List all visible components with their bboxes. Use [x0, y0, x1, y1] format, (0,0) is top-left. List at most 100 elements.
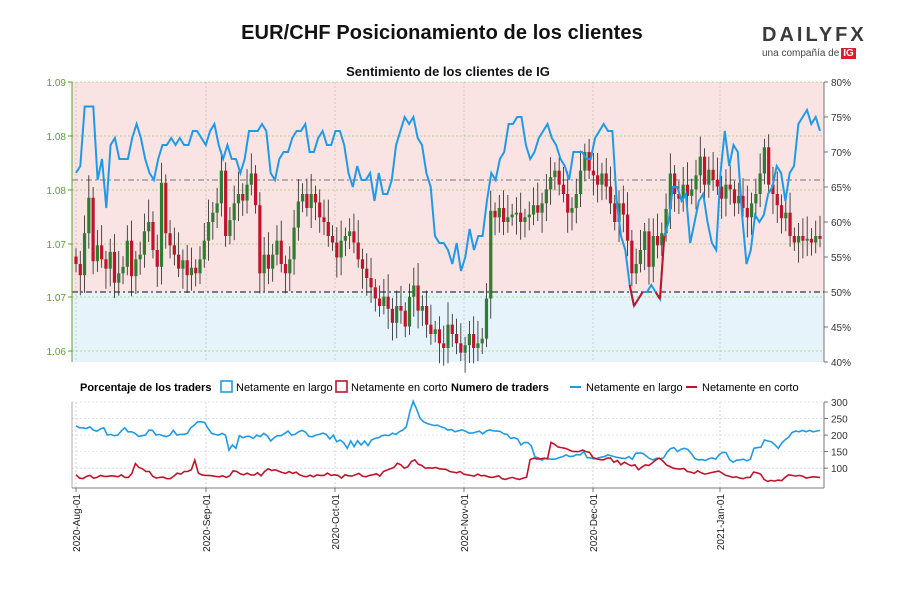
pct-tick-label: 80% — [831, 78, 851, 89]
pct-long-line — [75, 105, 821, 309]
candle-body — [497, 208, 501, 218]
candle-body — [536, 205, 540, 213]
candle-body — [305, 194, 309, 208]
candle-body — [480, 338, 484, 344]
candle-body — [527, 214, 531, 218]
candle-body — [168, 233, 172, 246]
legend-pct-long-label: Netamente en largo — [236, 382, 333, 394]
legend-num-title: Numero de traders — [451, 382, 549, 394]
candle-body — [454, 334, 459, 344]
candle-body — [484, 298, 489, 339]
candle-body — [271, 254, 275, 269]
candle-body — [232, 203, 236, 221]
candle-body — [296, 201, 300, 228]
candle-body — [202, 240, 206, 260]
price-tick-label: 1.08 — [47, 186, 67, 197]
candle-body — [151, 222, 155, 250]
candle-body — [707, 169, 711, 185]
pct-short-segment — [628, 284, 635, 307]
candle-body — [194, 267, 198, 274]
candle-body — [578, 170, 583, 194]
pct-tick-label: 40% — [831, 358, 851, 369]
candle-body — [279, 240, 283, 264]
x-tick-label: 2020-Dec-01 — [589, 494, 600, 552]
candle-body — [224, 170, 228, 236]
candle-body — [506, 217, 510, 222]
x-tick-label: 2020-Nov-01 — [460, 494, 471, 552]
candle-body — [373, 287, 377, 299]
candle-body — [343, 236, 347, 241]
candle-body — [745, 208, 749, 218]
candle-body — [673, 173, 677, 194]
candle-body — [301, 194, 305, 202]
pct-short-segment — [633, 298, 640, 307]
price-tick-label: 1.07 — [47, 293, 67, 304]
candle-body — [549, 177, 553, 190]
candle-body — [463, 345, 467, 353]
candle-body — [142, 231, 147, 255]
price-tick-label: 1.09 — [47, 78, 67, 89]
candle-body — [292, 227, 296, 260]
candle-body — [95, 245, 99, 262]
candle-body — [797, 236, 801, 243]
logo-tagline-text: una compañía de — [762, 48, 840, 59]
logo-wordmark-left: DAILY — [762, 24, 836, 46]
candle-body — [561, 184, 566, 194]
lower-grid — [72, 401, 824, 488]
candle-body — [348, 231, 352, 236]
candle-body — [429, 324, 433, 334]
count-tick-label: 300 — [831, 398, 848, 409]
candle-body — [788, 212, 792, 236]
candle-body — [643, 231, 647, 250]
candle-body — [211, 212, 215, 222]
candle-body — [754, 194, 758, 204]
candle-body — [583, 152, 587, 171]
candle-body — [147, 222, 151, 232]
candle-body — [335, 242, 339, 258]
candle-body — [514, 212, 519, 215]
candle-body — [100, 245, 104, 260]
candle-body — [390, 308, 395, 323]
candle-body — [638, 250, 643, 264]
candle-body — [416, 285, 420, 311]
candle-body — [570, 208, 574, 213]
candle-body — [369, 278, 373, 288]
candle-body — [425, 306, 429, 325]
candle-body — [792, 236, 796, 243]
pct-tick-label: 65% — [831, 183, 851, 194]
candle-body — [741, 195, 745, 208]
candle-body — [330, 236, 335, 243]
candle-body — [510, 214, 514, 218]
count-tick-label: 150 — [831, 448, 848, 459]
candle-body — [493, 210, 497, 218]
price-candles — [74, 134, 822, 373]
candle-body — [382, 296, 386, 306]
logo-wordmark: DAILYFX — [762, 24, 872, 47]
candle-body — [181, 260, 185, 269]
candle-body — [720, 186, 724, 199]
legend-pct-long-swatch — [220, 380, 233, 393]
candle-body — [809, 238, 814, 243]
candle-body — [668, 173, 672, 209]
candle-body — [647, 231, 651, 267]
candle-body — [566, 194, 570, 213]
candle-body — [600, 173, 604, 185]
candle-body — [82, 233, 87, 276]
candle-body — [442, 343, 446, 348]
candle-body — [574, 194, 578, 208]
dailyfx-logo[interactable]: DAILYFX una compañía de IG — [762, 24, 872, 59]
price-tick-label: 1.08 — [47, 132, 67, 143]
candle-body — [540, 203, 544, 213]
candle-body — [228, 220, 232, 236]
count-long-line — [75, 399, 821, 464]
candle-body — [322, 217, 326, 222]
pct-tick-label: 45% — [831, 323, 851, 334]
candle-body — [215, 203, 219, 213]
candle-body — [472, 334, 476, 348]
candle-body — [313, 194, 318, 203]
candle-body — [711, 169, 715, 180]
candle-body — [818, 236, 822, 239]
candle-body — [814, 236, 818, 243]
candle-body — [596, 175, 600, 185]
candle-body — [172, 245, 176, 255]
